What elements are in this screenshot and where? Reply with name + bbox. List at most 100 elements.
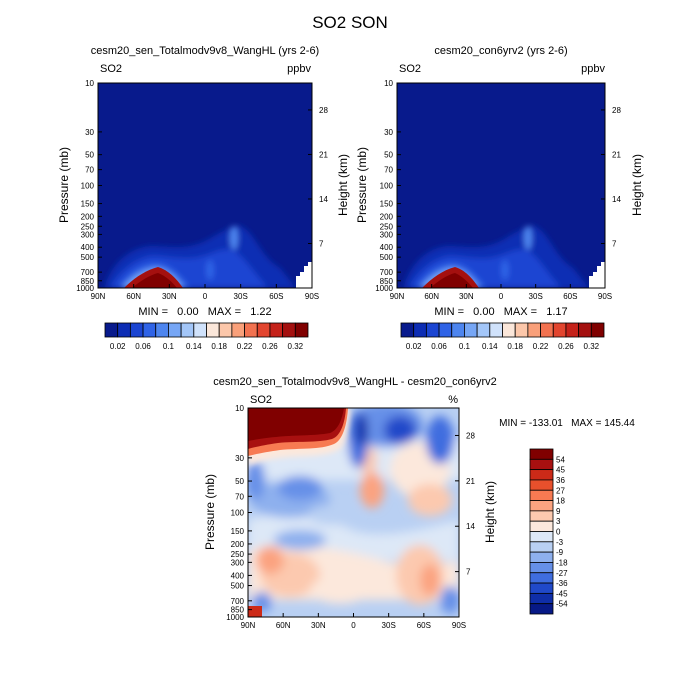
panel-left-stats: MIN = 0.00 MAX = 1.22 bbox=[138, 306, 271, 318]
colorbar-label: 27 bbox=[556, 486, 565, 495]
x-tick-label: 90S bbox=[305, 292, 319, 301]
colorbar-label: 0.02 bbox=[406, 342, 422, 351]
panel-left-ylabel: Pressure (mb) bbox=[57, 147, 71, 223]
colorbar-swatch bbox=[294, 322, 309, 338]
colorbar-label: 0.32 bbox=[584, 342, 600, 351]
x-tick-label: 60S bbox=[563, 292, 577, 301]
y-tick-label: 70 bbox=[384, 166, 393, 175]
colorbar-swatch bbox=[529, 562, 554, 574]
x-tick-label: 30S bbox=[382, 621, 396, 630]
colorbar-label: 0.26 bbox=[262, 342, 278, 351]
colorbar-label: 0.06 bbox=[135, 342, 151, 351]
y-tick-label: 700 bbox=[81, 268, 95, 277]
colorbar-swatch bbox=[180, 322, 195, 338]
colorbar-swatch bbox=[476, 322, 491, 338]
panel-diff-corner-label: SO2 bbox=[250, 394, 272, 406]
panel-diff-ylabel-right: Height (km) bbox=[483, 481, 497, 543]
colorbar-swatch bbox=[282, 322, 296, 338]
colorbar-swatch bbox=[117, 322, 131, 338]
y-tick-label: 500 bbox=[380, 253, 394, 262]
colorbar-label: 0.1 bbox=[163, 342, 175, 351]
panel-left-units: ppbv bbox=[287, 63, 311, 75]
colorbar-swatch bbox=[529, 448, 554, 460]
colorbar-swatch bbox=[104, 322, 119, 338]
colorbar-label: 45 bbox=[556, 466, 565, 475]
y-tick-label: 150 bbox=[81, 200, 95, 209]
colorbar-label: 0 bbox=[556, 528, 561, 537]
x-tick-label: 30N bbox=[162, 292, 177, 301]
colorbar-swatch bbox=[425, 322, 440, 338]
panel-left-corner-label: SO2 bbox=[100, 63, 122, 75]
y-tick-label: 850 bbox=[231, 606, 245, 615]
colorbar-swatch bbox=[168, 322, 182, 338]
height-tick-label: 21 bbox=[466, 477, 475, 486]
panel-left-title: cesm20_sen_Totalmodv9v8_WangHL (yrs 2-6) bbox=[91, 45, 319, 57]
colorbar-swatch bbox=[464, 322, 478, 338]
colorbar-swatch bbox=[540, 322, 554, 338]
colorbar-label: 3 bbox=[556, 517, 561, 526]
x-tick-label: 60N bbox=[424, 292, 439, 301]
height-tick-label: 14 bbox=[466, 522, 475, 531]
colorbar-swatch bbox=[529, 510, 554, 522]
colorbar-swatch bbox=[529, 489, 554, 501]
colorbar-swatch bbox=[529, 582, 554, 594]
panel-left: cesm20_sen_Totalmodv9v8_WangHL (yrs 2-6)… bbox=[57, 45, 350, 351]
colorbar-swatch bbox=[502, 322, 516, 338]
colorbar-label: 9 bbox=[556, 507, 561, 516]
colorbar-swatch bbox=[206, 322, 220, 338]
colorbar-label: 0.26 bbox=[558, 342, 574, 351]
panel-right-colorbar: 0.02 0.06 0.1 0.14 0.18 0.22 0.26 0.32 bbox=[400, 322, 605, 351]
colorbar-swatch bbox=[552, 322, 567, 338]
x-tick-label: 30S bbox=[529, 292, 543, 301]
y-tick-label: 100 bbox=[81, 182, 95, 191]
x-tick-label: 60S bbox=[417, 621, 431, 630]
y-tick-label: 10 bbox=[384, 79, 393, 88]
panel-left-height-ticks: 28 21 14 7 bbox=[308, 106, 328, 248]
colorbar-label: -45 bbox=[556, 589, 568, 598]
x-tick-label: 90N bbox=[241, 621, 256, 630]
y-tick-label: 150 bbox=[380, 200, 394, 209]
x-tick-label: 30N bbox=[311, 621, 326, 630]
y-tick-label: 850 bbox=[380, 277, 394, 286]
panel-diff-field bbox=[248, 408, 459, 617]
y-tick-label: 300 bbox=[380, 230, 394, 239]
panel-diff-ylabel: Pressure (mb) bbox=[203, 474, 217, 550]
colorbar-swatch bbox=[244, 322, 258, 338]
colorbar-swatch bbox=[529, 592, 554, 605]
height-tick-label: 7 bbox=[319, 239, 324, 248]
y-tick-label: 50 bbox=[384, 151, 393, 160]
colorbar-label: -18 bbox=[556, 558, 568, 567]
colorbar-label: 0.14 bbox=[482, 342, 498, 351]
panel-right-ylabel-right: Height (km) bbox=[630, 154, 644, 216]
colorbar-swatch bbox=[565, 322, 580, 338]
height-tick-label: 7 bbox=[466, 568, 471, 577]
panel-right-units: ppbv bbox=[581, 63, 605, 75]
y-tick-label: 100 bbox=[380, 182, 394, 191]
panel-left-x-ticks: 90N 60N 30N 0 30S 60S 90S bbox=[91, 284, 319, 301]
x-tick-label: 30N bbox=[459, 292, 474, 301]
y-tick-label: 250 bbox=[380, 222, 394, 231]
panel-diff-x-ticks: 90N 60N 30N 0 30S 60S 90S bbox=[241, 613, 466, 630]
panel-right-corner-label: SO2 bbox=[399, 63, 421, 75]
x-tick-label: 90S bbox=[598, 292, 612, 301]
colorbar-swatch bbox=[438, 322, 453, 338]
y-tick-label: 200 bbox=[231, 540, 245, 549]
colorbar-swatch bbox=[527, 322, 541, 338]
colorbar-swatch bbox=[590, 322, 605, 338]
colorbar-label: 36 bbox=[556, 476, 565, 485]
y-tick-label: 200 bbox=[81, 212, 95, 221]
colorbar-label: -54 bbox=[556, 600, 568, 609]
colorbar-label: 0.14 bbox=[186, 342, 202, 351]
colorbar-swatch bbox=[413, 322, 427, 338]
y-tick-label: 50 bbox=[235, 477, 244, 486]
panel-right-title: cesm20_con6yrv2 (yrs 2-6) bbox=[434, 45, 567, 57]
colorbar-label: -9 bbox=[556, 548, 564, 557]
y-tick-label: 850 bbox=[81, 277, 95, 286]
panel-diff-height-ticks: 28 21 14 7 bbox=[455, 431, 475, 577]
height-tick-label: 28 bbox=[612, 106, 621, 115]
colorbar-label: -36 bbox=[556, 579, 568, 588]
panel-right: cesm20_con6yrv2 (yrs 2-6) SO2 ppbv 90N 60… bbox=[355, 45, 644, 351]
